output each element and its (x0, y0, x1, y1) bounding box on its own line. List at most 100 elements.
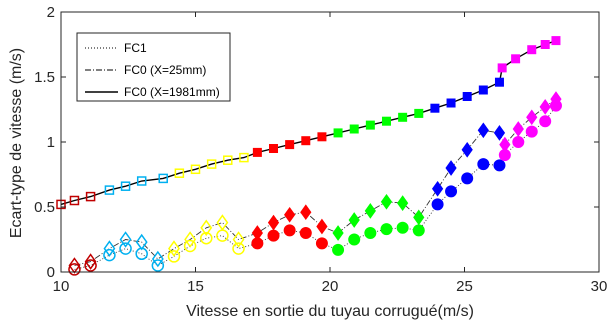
data-point-2-19 (364, 203, 376, 219)
data-point-2-25 (461, 141, 473, 158)
y-tick-label-1: 0 (47, 264, 55, 281)
data-point-1-17 (317, 132, 327, 142)
x-tick-label-5: 30 (591, 278, 608, 295)
x-tick-label-3: 20 (322, 278, 339, 295)
data-point-1-33 (551, 36, 561, 46)
data-point-3-1 (68, 263, 81, 276)
chart-ticks: 10 15 20 25 30 0 0.5 1 1.5 2 (34, 4, 607, 295)
data-point-2-20 (380, 193, 393, 210)
data-point-2-7 (168, 240, 180, 257)
data-point-3-23 (431, 198, 444, 211)
y-tick-label-5: 2 (47, 4, 55, 21)
data-point-3-31 (539, 115, 552, 128)
data-point-1-27 (478, 85, 488, 95)
data-point-1-20 (365, 120, 375, 130)
data-point-1-23 (414, 108, 424, 118)
data-point-1-32 (540, 40, 550, 49)
y-tick-label-4: 1.5 (34, 69, 55, 86)
data-point-1-21 (381, 116, 391, 126)
data-point-3-24 (445, 185, 458, 198)
data-point-2-3 (103, 240, 116, 257)
data-point-1-14 (269, 144, 279, 153)
data-point-3-27 (493, 159, 506, 172)
data-point-3-14 (283, 224, 296, 237)
data-point-3-15 (299, 227, 312, 239)
data-point-3-13 (267, 229, 280, 242)
data-point-2-24 (445, 160, 457, 176)
data-point-3-21 (396, 221, 409, 234)
x-tick-label-1: 10 (53, 278, 70, 295)
legend-label-3: FC0 (X=1981mm) (124, 85, 220, 99)
data-point-1-31 (527, 45, 537, 55)
data-point-1-30 (511, 54, 521, 64)
y-tick-label-2: 0.5 (34, 199, 55, 216)
data-point-3-3 (103, 248, 116, 262)
data-point-1-29 (497, 63, 507, 73)
data-point-2-14 (284, 206, 296, 223)
data-point-1-25 (446, 98, 456, 108)
data-point-2-18 (348, 212, 360, 228)
data-point-1-3 (85, 191, 96, 202)
data-point-3-25 (461, 172, 474, 185)
legend-label-1: FC1 (124, 41, 147, 55)
data-point-2-13 (267, 214, 280, 231)
data-point-1-4 (104, 185, 115, 195)
data-point-2-10 (216, 214, 229, 231)
data-point-3-28 (498, 149, 511, 161)
data-point-3-10 (216, 229, 229, 242)
data-point-3-29 (512, 136, 525, 148)
data-point-1-10 (206, 159, 217, 169)
data-point-2-6 (151, 250, 164, 268)
data-point-1-16 (301, 136, 311, 146)
data-point-1-2 (69, 195, 80, 206)
data-point-3-7 (167, 250, 181, 263)
data-point-2-29 (512, 121, 524, 137)
data-point-3-6 (151, 259, 165, 272)
data-point-2-2 (84, 253, 97, 270)
chart-marks (56, 36, 562, 276)
data-point-2-30 (526, 109, 538, 126)
data-point-3-30 (525, 125, 538, 138)
data-point-2-9 (200, 219, 213, 237)
data-point-1-11 (223, 155, 233, 165)
data-point-1-26 (462, 92, 472, 101)
data-point-2-5 (135, 233, 148, 251)
data-point-3-12 (251, 237, 264, 250)
data-point-1-6 (136, 176, 147, 186)
data-point-1-24 (430, 103, 440, 113)
data-point-1-9 (190, 164, 201, 175)
x-axis-title: Vitesse en sortie du tuyau corrugué(m/s) (186, 303, 474, 320)
data-point-3-22 (412, 224, 425, 237)
data-point-3-8 (183, 239, 197, 253)
data-point-2-15 (300, 204, 312, 221)
data-point-3-18 (348, 233, 361, 246)
data-point-1-22 (398, 112, 408, 122)
data-point-2-26 (477, 122, 489, 139)
data-point-3-19 (364, 227, 377, 239)
legend: FC1 FC0 (X=25mm) FC0 (X=1981mm) (76, 32, 231, 102)
data-point-2-27 (493, 125, 506, 141)
data-point-1-18 (333, 128, 343, 138)
data-point-2-16 (316, 218, 328, 235)
legend-box (76, 32, 231, 102)
data-point-1-15 (285, 140, 295, 150)
data-point-1-5 (120, 181, 131, 191)
data-point-3-16 (315, 237, 328, 250)
data-point-2-17 (332, 225, 344, 241)
data-point-1-13 (252, 147, 262, 157)
data-point-1-7 (158, 173, 168, 184)
data-point-3-11 (232, 242, 245, 255)
data-point-2-21 (397, 195, 409, 211)
data-point-3-9 (200, 231, 213, 245)
data-point-1-19 (349, 124, 359, 134)
data-point-1-12 (239, 152, 249, 163)
legend-label-2: FC0 (X=25mm) (124, 63, 206, 77)
data-point-3-32 (549, 99, 562, 112)
data-point-2-31 (539, 99, 551, 115)
data-point-3-20 (380, 223, 393, 236)
data-point-3-26 (477, 158, 490, 171)
data-point-2-11 (232, 231, 245, 248)
x-tick-label-2: 15 (187, 278, 204, 295)
data-point-3-17 (332, 243, 345, 256)
